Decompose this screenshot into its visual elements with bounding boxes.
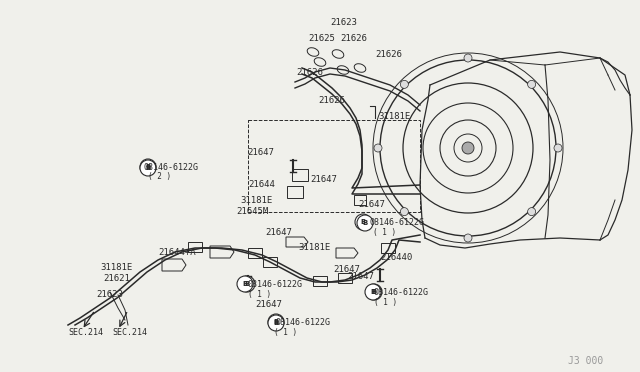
- Text: J3 000: J3 000: [568, 356, 604, 366]
- Circle shape: [401, 80, 408, 89]
- Circle shape: [462, 142, 474, 154]
- Bar: [292, 169, 308, 181]
- Circle shape: [374, 144, 382, 152]
- Circle shape: [355, 214, 371, 230]
- Text: 21647: 21647: [265, 228, 292, 237]
- Text: 21625: 21625: [308, 34, 335, 43]
- Text: SEC.214: SEC.214: [68, 328, 103, 337]
- Text: B: B: [360, 219, 365, 225]
- Circle shape: [365, 284, 381, 300]
- Text: 08146-6122G: 08146-6122G: [276, 318, 331, 327]
- Text: 21645M: 21645M: [236, 207, 268, 216]
- Text: 08146-6122G: 08146-6122G: [374, 288, 429, 297]
- Text: 21647: 21647: [347, 272, 374, 281]
- Text: 31181E: 31181E: [298, 243, 330, 252]
- Circle shape: [401, 208, 408, 216]
- Text: B: B: [145, 164, 150, 170]
- Text: 21647: 21647: [333, 265, 360, 274]
- Bar: [381, 243, 395, 253]
- Text: 21626: 21626: [340, 34, 367, 43]
- Text: 21621: 21621: [103, 274, 130, 283]
- Text: 216440: 216440: [380, 253, 412, 262]
- Bar: [248, 248, 262, 258]
- Bar: [263, 257, 277, 267]
- Text: B: B: [273, 320, 278, 326]
- Bar: [354, 195, 366, 205]
- Text: 21647: 21647: [247, 148, 274, 157]
- Text: ( 1 ): ( 1 ): [274, 328, 297, 337]
- Text: 21626: 21626: [296, 68, 323, 77]
- Text: 08146-6122G: 08146-6122G: [144, 163, 199, 172]
- Text: B: B: [145, 165, 150, 171]
- Text: ( 1 ): ( 1 ): [373, 228, 396, 237]
- Text: 08146-6122G: 08146-6122G: [369, 218, 424, 227]
- Circle shape: [268, 315, 284, 331]
- Circle shape: [554, 144, 562, 152]
- Circle shape: [464, 234, 472, 242]
- Circle shape: [268, 314, 284, 330]
- Text: 21644: 21644: [248, 180, 275, 189]
- Bar: [338, 273, 352, 283]
- Text: 08146-6122G: 08146-6122G: [247, 280, 302, 289]
- Text: 21626: 21626: [318, 96, 345, 105]
- Text: 31181E: 31181E: [240, 196, 272, 205]
- Circle shape: [464, 54, 472, 62]
- Bar: [188, 242, 202, 252]
- Text: ( 1 ): ( 1 ): [248, 290, 271, 299]
- Text: ( 2 ): ( 2 ): [148, 172, 171, 181]
- Circle shape: [140, 159, 156, 175]
- Bar: [287, 186, 303, 198]
- Text: SEC.214: SEC.214: [112, 328, 147, 337]
- Circle shape: [527, 80, 536, 89]
- Text: ( 1 ): ( 1 ): [374, 298, 397, 307]
- Circle shape: [239, 276, 255, 292]
- Circle shape: [237, 276, 253, 292]
- Text: 21623: 21623: [330, 18, 357, 27]
- Text: B: B: [362, 220, 367, 226]
- Text: B: B: [371, 289, 376, 295]
- Circle shape: [527, 208, 536, 216]
- Circle shape: [357, 215, 373, 231]
- Circle shape: [140, 160, 156, 176]
- Text: 21644+A: 21644+A: [158, 248, 196, 257]
- Text: B: B: [243, 281, 248, 287]
- Text: B: B: [244, 281, 250, 287]
- Text: 31181E: 31181E: [100, 263, 132, 272]
- Text: 21623: 21623: [96, 290, 123, 299]
- Text: 21647: 21647: [255, 300, 282, 309]
- Text: 21626: 21626: [375, 50, 402, 59]
- Text: 31181E: 31181E: [378, 112, 410, 121]
- Text: B: B: [273, 319, 278, 325]
- Text: 21647: 21647: [358, 200, 385, 209]
- Circle shape: [366, 284, 382, 300]
- Bar: [313, 276, 327, 286]
- Text: 21647: 21647: [310, 175, 337, 184]
- Text: B: B: [371, 289, 376, 295]
